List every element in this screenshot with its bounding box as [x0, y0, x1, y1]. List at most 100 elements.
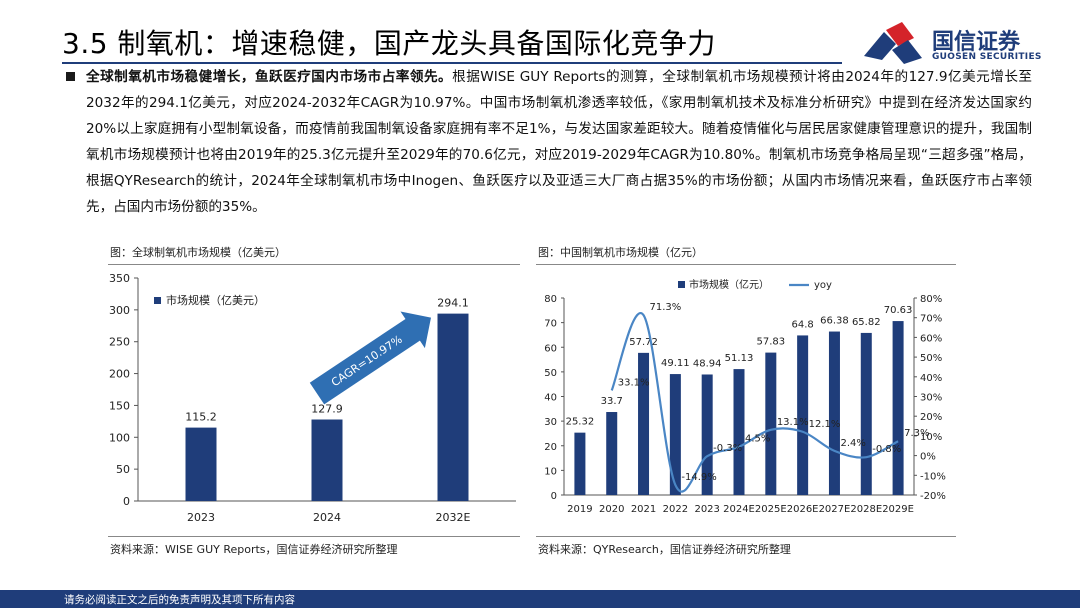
y2-tick-label: 80%	[920, 294, 942, 305]
bar	[860, 332, 872, 495]
global-market-chart: 0 50 100 150 200 250 300 350 115.2 2023 127.9 2024 2…	[109, 272, 516, 524]
bar-value-label: 65.82	[852, 317, 881, 328]
bar	[669, 374, 681, 495]
body-lead: 全球制氧机市场稳健增长，鱼跃医疗国内市场市占率领先。	[86, 69, 453, 85]
bar	[733, 369, 745, 495]
x-tick-label: 2029E	[882, 504, 914, 515]
x-tick-label: 2027E	[819, 504, 851, 515]
bar	[892, 321, 904, 495]
bullet-square-icon	[66, 72, 75, 81]
bar	[701, 374, 713, 495]
y-tick-label: 60	[544, 343, 557, 354]
bar-value-label: 115.2	[185, 411, 217, 424]
y-tick-label: 200	[109, 368, 130, 381]
y-tick-label: 250	[109, 336, 130, 349]
y-tick-label: 150	[109, 399, 130, 412]
yoy-value-label: 7.3%	[904, 428, 929, 439]
y2-tick-label: -10%	[920, 471, 946, 482]
bar-value-label: 294.1	[437, 297, 469, 310]
y-tick-label: 300	[109, 304, 130, 317]
bar-value-label: 66.38	[820, 316, 849, 327]
legend-bar-label: 市场规模（亿元）	[689, 278, 769, 291]
yoy-value-label: 13.1%	[777, 417, 809, 428]
x-tick-label: 2024	[313, 511, 341, 524]
legend-label: 市场规模（亿美元）	[166, 293, 265, 307]
yoy-value-label: -0.8%	[872, 444, 901, 455]
y-tick-label: 30	[544, 417, 557, 428]
bar	[311, 419, 343, 501]
x-tick-label: 2021	[631, 504, 656, 515]
left-figure-top-rule	[108, 264, 520, 265]
y2-tick-label: 50%	[920, 353, 942, 364]
right-figure-top-rule	[536, 264, 956, 265]
title-underline	[62, 62, 842, 64]
x-tick-label: 2020	[599, 504, 624, 515]
y-tick-label: 70	[544, 319, 557, 330]
y-tick-label: 0	[551, 491, 557, 502]
x-tick-label: 2032E	[436, 511, 471, 524]
y-tick-label: 80	[544, 294, 557, 305]
footer-disclaimer: 请务必阅读正文之后的免责声明及其项下所有内容	[64, 594, 295, 606]
body-text: 根据WISE GUY Reports的测算，全球制氧机市场规模预计将由2024年…	[86, 69, 1032, 215]
bar-value-label: 127.9	[311, 403, 343, 416]
bar-value-label: 64.8	[792, 319, 814, 330]
yoy-value-label: 2.4%	[840, 438, 865, 449]
y2-tick-label: 10%	[920, 432, 942, 443]
right-figure-title: 图：中国制氧机市场规模（亿元）	[538, 246, 703, 259]
right-figure-source: 资料来源：QYResearch，国信证券经济研究所整理	[538, 543, 791, 556]
y2-tick-label: 20%	[920, 412, 942, 423]
yoy-value-label: -14.9%	[681, 472, 716, 483]
y-tick-label: 50	[544, 368, 557, 379]
left-figure-title: 图：全球制氧机市场规模（亿美元）	[110, 246, 286, 259]
x-tick-label: 2023	[187, 511, 215, 524]
cagr-label: CAGR=10.97%	[329, 333, 405, 389]
bar-value-label: 33.7	[601, 396, 623, 407]
y-tick-label: 350	[109, 272, 130, 285]
y-tick-label: 20	[544, 442, 557, 453]
legend-bar-swatch	[678, 281, 685, 288]
x-tick-label: 2022	[663, 504, 688, 515]
bar	[828, 331, 840, 495]
yoy-value-label: 12.1%	[809, 419, 841, 430]
y-tick-label: 10	[544, 466, 557, 477]
x-tick-label: 2028E	[850, 504, 882, 515]
legend-swatch	[154, 297, 161, 304]
yoy-value-label: 4.5%	[745, 434, 770, 445]
x-tick-label: 2025E	[755, 504, 787, 515]
y2-tick-label: -20%	[920, 491, 946, 502]
logo-mark-icon	[864, 22, 922, 64]
bar	[437, 313, 469, 501]
legend-line-label: yoy	[814, 280, 832, 291]
bar	[574, 432, 586, 495]
company-logo: 国信证券 GUOSEN SECURITIES	[862, 20, 1062, 70]
x-tick-label: 2019	[567, 504, 592, 515]
bar-value-label: 48.94	[693, 358, 722, 369]
bar	[797, 335, 809, 495]
bar-value-label: 25.32	[566, 417, 595, 428]
footer-bar: 请务必阅读正文之后的免责声明及其项下所有内容	[0, 590, 1080, 608]
bar	[638, 352, 650, 495]
yoy-value-label: -0.3%	[713, 443, 742, 454]
logo-text-cn: 国信证券	[932, 30, 1021, 55]
bar-value-label: 51.13	[725, 353, 754, 364]
bar	[185, 427, 217, 501]
bar	[606, 412, 618, 495]
yoy-value-label: 71.3%	[650, 302, 682, 313]
yoy-value-label: 33.1%	[618, 377, 650, 388]
y-tick-label: 0	[123, 495, 130, 508]
left-figure-bottom-rule	[108, 536, 520, 537]
x-tick-label: 2023	[694, 504, 719, 515]
y2-tick-label: 30%	[920, 393, 942, 404]
logo-text-en: GUOSEN SECURITIES	[932, 52, 1042, 62]
x-tick-label: 2026E	[787, 504, 819, 515]
bar-value-label: 57.83	[756, 337, 785, 348]
y2-tick-label: 0%	[920, 452, 936, 463]
body-paragraph: 全球制氧机市场稳健增长，鱼跃医疗国内市场市占率领先。根据WISE GUY Rep…	[86, 64, 1032, 220]
x-tick-label: 2024E	[723, 504, 755, 515]
bar-value-label: 57.72	[629, 337, 658, 348]
y2-tick-label: 70%	[920, 314, 942, 325]
cagr-arrow-shape	[309, 311, 432, 405]
bar-value-label: 49.11	[661, 358, 690, 369]
cagr-arrow: CAGR=10.97%	[309, 311, 432, 405]
y-tick-label: 50	[116, 463, 130, 476]
